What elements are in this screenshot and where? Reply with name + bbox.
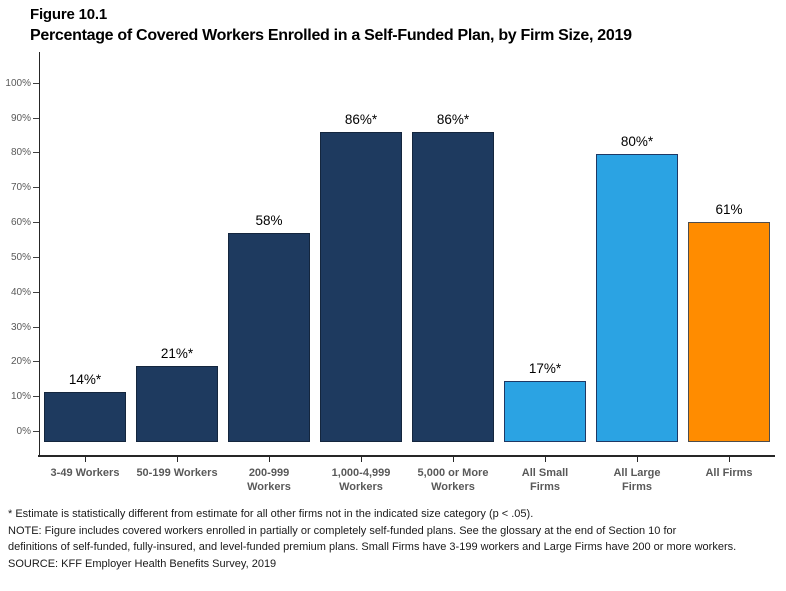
y-tick (33, 431, 39, 432)
bar-value-label: 86%* (436, 112, 470, 128)
bar (688, 222, 770, 442)
x-tick-label: All Firms (705, 467, 753, 479)
bar (44, 391, 126, 442)
x-axis-line (38, 455, 775, 457)
bar (136, 366, 218, 442)
y-tick-label: 30% (10, 321, 31, 333)
y-tick (33, 326, 39, 328)
x-tick (269, 457, 270, 462)
footnotes: * Estimate is statistically different fr… (8, 506, 736, 572)
x-tick-label: All Small Firms (521, 467, 569, 494)
y-tick-label: 90% (10, 112, 31, 124)
x-tick (361, 457, 362, 462)
x-tick (85, 457, 86, 462)
figure-title: Percentage of Covered Workers Enrolled i… (30, 27, 632, 44)
bar (320, 132, 402, 442)
bar (504, 380, 586, 442)
y-tick-label: 100% (5, 77, 31, 89)
y-tick (33, 361, 39, 363)
bar-value-label: 86%* (344, 112, 378, 128)
y-tick-label: 0% (16, 426, 31, 437)
y-tick (33, 187, 39, 189)
x-tick-label: 200-999 Workers (247, 467, 291, 494)
y-tick-label: 60% (10, 217, 31, 229)
y-tick-label: 40% (10, 286, 31, 298)
bar-value-label: 61% (715, 202, 743, 218)
bar (596, 154, 678, 442)
x-tick-label: All Large Firms (613, 467, 661, 494)
footnote-source: SOURCE: KFF Employer Health Benefits Sur… (8, 557, 277, 570)
x-tick (637, 457, 638, 462)
bar-value-label: 80%* (620, 134, 654, 149)
y-tick-label: 50% (10, 251, 31, 263)
y-axis-line (39, 52, 40, 457)
x-tick-label: 1,000-4,999 Workers (331, 467, 391, 494)
bar (228, 233, 310, 442)
y-tick (33, 256, 39, 258)
x-tick (729, 457, 730, 462)
x-tick-label: 3-49 Workers (50, 467, 120, 479)
x-tick-label: 50-199 Workers (136, 467, 218, 479)
y-tick (33, 396, 39, 398)
bar (412, 132, 494, 442)
y-tick (33, 117, 39, 119)
y-tick (33, 291, 39, 293)
figure-number: Figure 10.1 (30, 6, 107, 23)
x-tick-label: 5,000 or More Workers (417, 467, 489, 494)
footnote-note-line1: NOTE: Figure includes covered workers en… (8, 524, 677, 537)
y-tick-label: 70% (10, 182, 31, 194)
bar-value-label: 14%* (68, 371, 102, 387)
y-tick-label: 10% (10, 391, 31, 403)
bar-value-label: 21%* (160, 346, 194, 362)
x-tick (453, 457, 454, 462)
y-tick-label: 80% (10, 147, 31, 159)
x-tick (177, 457, 178, 462)
footnote-note-line2: definitions of self-funded, fully-insure… (8, 541, 737, 553)
y-tick (33, 152, 39, 154)
bar-value-label: 17%* (528, 360, 562, 376)
footnote-asterisk: * Estimate is statistically different fr… (8, 508, 534, 520)
x-tick (545, 457, 546, 462)
y-tick-label: 20% (10, 356, 31, 368)
y-tick (33, 82, 39, 84)
bar-value-label: 58% (255, 213, 283, 229)
y-tick (33, 222, 39, 224)
